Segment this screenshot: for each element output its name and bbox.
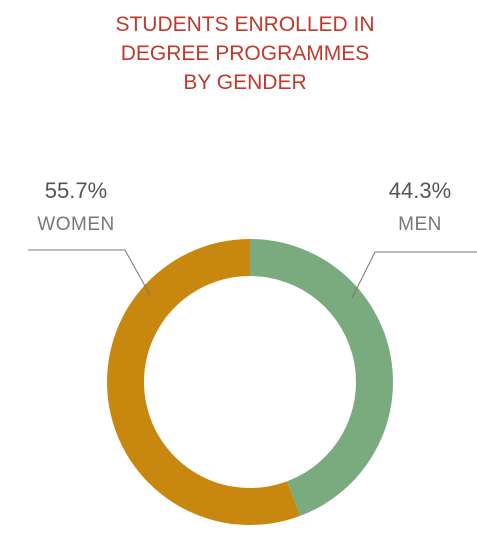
value-label: 55.7% [45, 178, 107, 203]
category-label: WOMEN [37, 214, 114, 235]
value-label: 44.3% [389, 178, 451, 203]
category-label: MEN [398, 214, 442, 235]
leader-line [28, 249, 151, 296]
chart-title: STUDENTS ENROLLED IN DEGREE PROGRAMMES BY … [115, 13, 374, 94]
donut-slice [106, 239, 301, 525]
donut-slice [250, 239, 393, 516]
leader-line [351, 251, 477, 299]
